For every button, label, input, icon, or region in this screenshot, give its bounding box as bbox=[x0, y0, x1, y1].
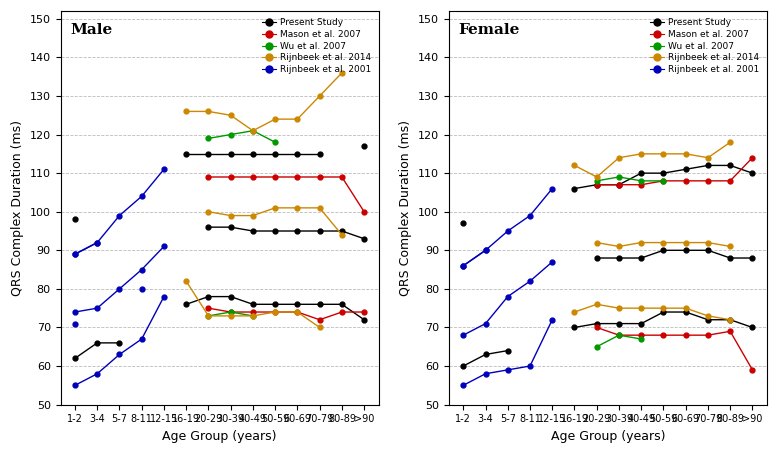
Y-axis label: QRS Complex Duration (ms): QRS Complex Duration (ms) bbox=[399, 120, 412, 296]
Y-axis label: QRS Complex Duration (ms): QRS Complex Duration (ms) bbox=[11, 120, 24, 296]
Text: Male: Male bbox=[70, 23, 112, 37]
X-axis label: Age Group (years): Age Group (years) bbox=[163, 430, 277, 443]
X-axis label: Age Group (years): Age Group (years) bbox=[551, 430, 665, 443]
Legend: Present Study, Mason et al. 2007, Wu et al. 2007, Rijnbeek et al. 2014, Rijnbeek: Present Study, Mason et al. 2007, Wu et … bbox=[259, 15, 374, 77]
Legend: Present Study, Mason et al. 2007, Wu et al. 2007, Rijnbeek et al. 2014, Rijnbeek: Present Study, Mason et al. 2007, Wu et … bbox=[647, 15, 762, 77]
Text: Female: Female bbox=[458, 23, 520, 37]
